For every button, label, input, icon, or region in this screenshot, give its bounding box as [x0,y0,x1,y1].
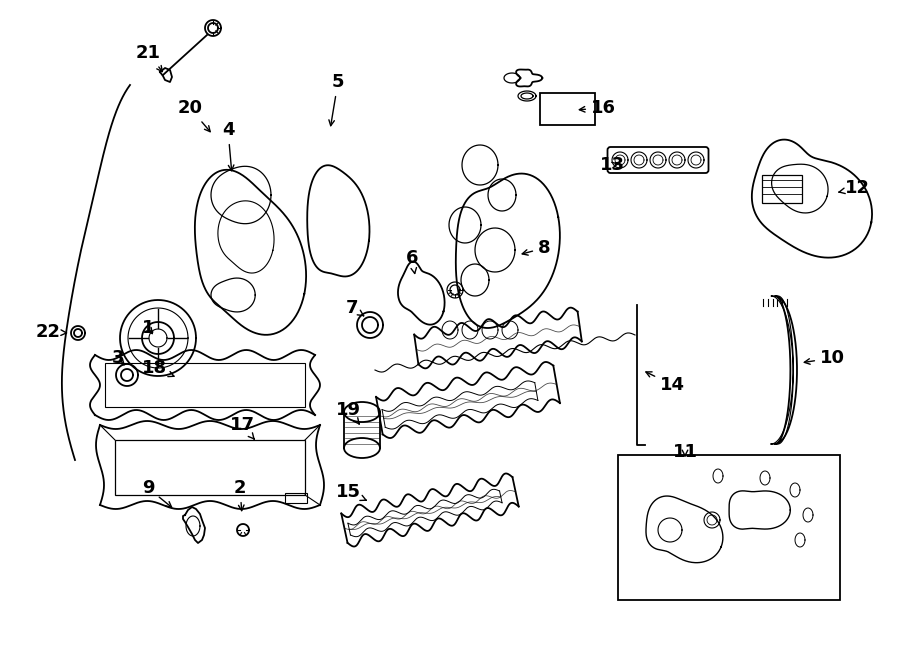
Text: 9: 9 [142,479,172,507]
Bar [105,363,305,407]
Text: 7: 7 [346,299,364,317]
Text: 4: 4 [221,121,234,171]
Bar [115,440,305,495]
Text: 2: 2 [234,479,247,511]
Text: 20: 20 [177,99,211,132]
Text: 5: 5 [328,73,344,126]
Text: 16: 16 [580,99,616,117]
Text: 1: 1 [142,319,154,337]
Text: 22: 22 [35,323,67,341]
Text: 8: 8 [522,239,551,257]
Text: 11: 11 [672,443,698,461]
Text: 13: 13 [600,156,625,174]
Text: 17: 17 [230,416,255,439]
Text: 14: 14 [646,372,685,394]
Text: 21: 21 [136,44,162,71]
Bar [618,455,840,600]
Bar [285,493,307,503]
Text: 15: 15 [336,483,366,501]
Text: 18: 18 [142,359,174,377]
Text: 10: 10 [805,349,845,367]
Bar [540,93,595,125]
Text: 19: 19 [336,401,361,424]
Bar [762,175,802,203]
Text: 6: 6 [406,249,419,274]
Text: 12: 12 [839,179,870,197]
Text: 3: 3 [112,349,124,367]
